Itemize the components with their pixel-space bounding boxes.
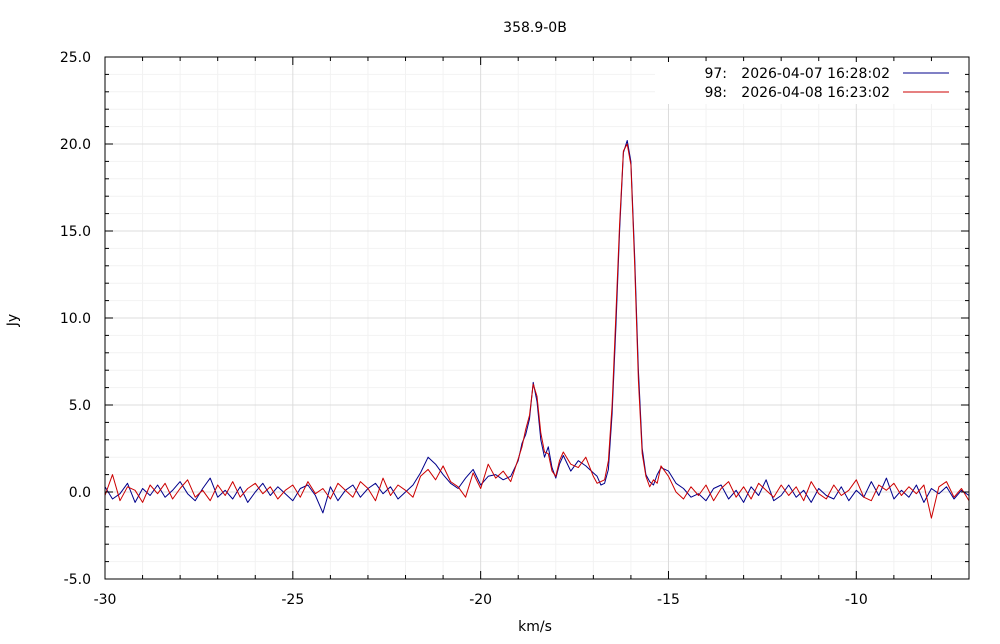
y-tick-label: 0.0 — [69, 485, 91, 501]
axis-ticks: -30 -25 -20 -15 -10 -5.0 0.0 5.0 10.0 15.0 20.0 25.… — [60, 50, 970, 608]
legend: 97: 2026-04-07 16:28:02 98: 2026-04-08 16:2… — [655, 62, 965, 104]
x-axis-label: km/s — [518, 619, 552, 635]
legend-series-date: 2026-04-07 16:28:02 — [741, 66, 890, 82]
y-tick-label: -5.0 — [64, 572, 91, 588]
x-tick-label: -30 — [94, 592, 117, 608]
y-axis-label: Jy — [5, 314, 21, 327]
x-tick-label: -10 — [845, 592, 868, 608]
chart-title: 358.9-0B — [503, 20, 567, 36]
legend-background — [655, 62, 965, 104]
y-tick-label: 5.0 — [69, 398, 91, 414]
y-tick-label: 10.0 — [60, 311, 91, 327]
x-tick-label: -25 — [281, 592, 304, 608]
x-tick-label: -20 — [469, 592, 492, 608]
series-lines — [104, 140, 970, 519]
x-tick-label: -15 — [657, 592, 680, 608]
y-tick-label: 25.0 — [60, 50, 91, 66]
legend-series-date: 2026-04-08 16:23:02 — [741, 85, 890, 101]
legend-series-id: 98: — [704, 85, 727, 101]
y-tick-label: 15.0 — [60, 224, 91, 240]
legend-series-id: 97: — [704, 66, 727, 82]
series-line-2 — [104, 143, 970, 519]
y-tick-label: 20.0 — [60, 137, 91, 153]
